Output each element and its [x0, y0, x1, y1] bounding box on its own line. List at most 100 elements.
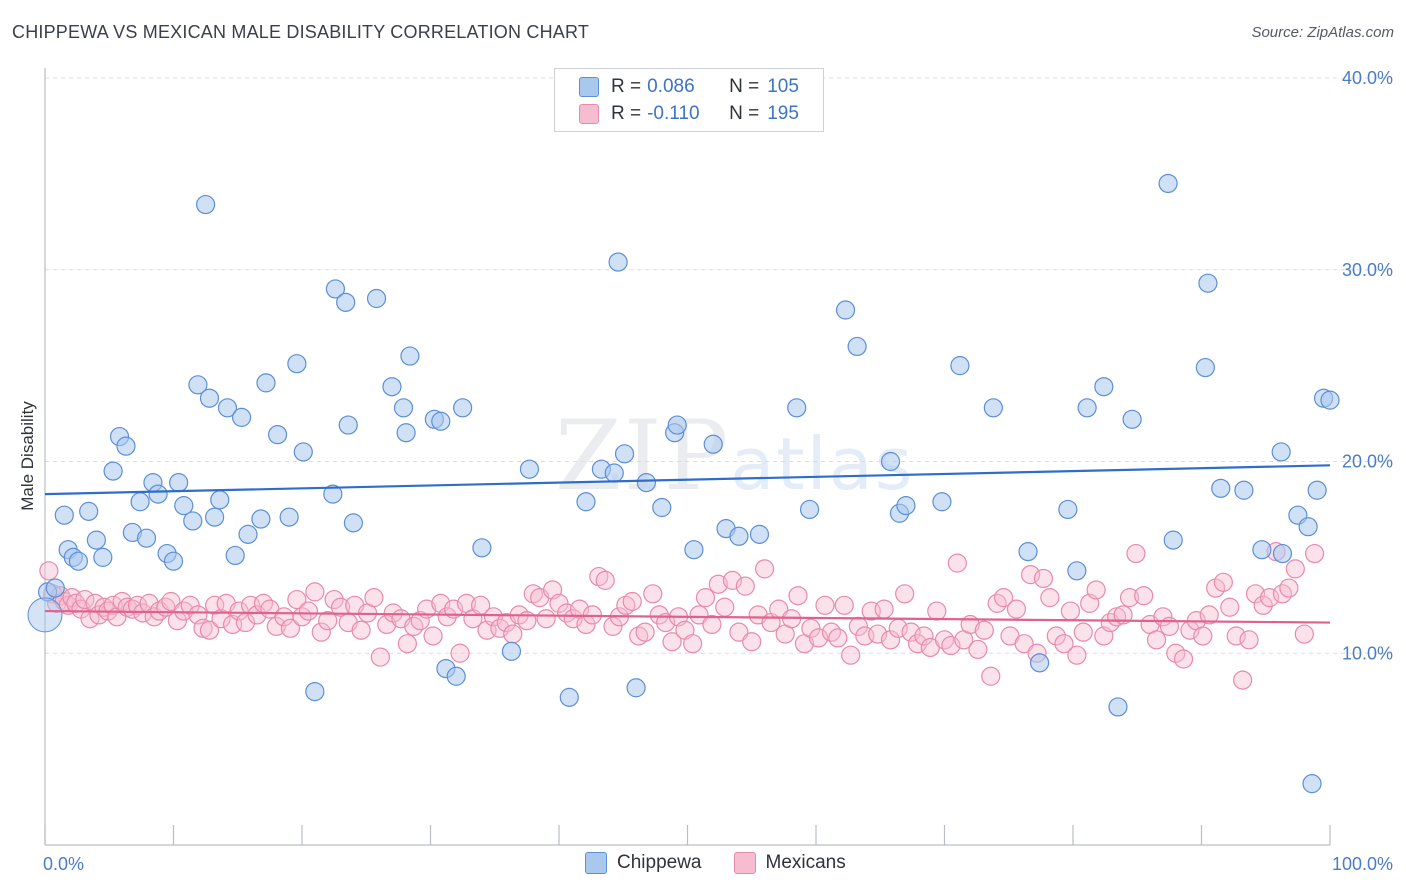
- chippewa-point: [366, 288, 387, 309]
- chippewa-point: [652, 497, 672, 518]
- legend-item-chippewa[interactable]: Chippewa: [585, 852, 702, 874]
- mexicans-point: [161, 591, 181, 612]
- chippewa-point: [950, 356, 970, 376]
- mexicans-point: [914, 626, 934, 646]
- mexicans-point: [180, 595, 200, 615]
- mexicans-point: [735, 576, 755, 596]
- chippewa-point: [626, 678, 646, 698]
- mexicans-point: [788, 586, 808, 606]
- chippewa-point: [267, 425, 288, 445]
- mexicans-point: [287, 589, 307, 610]
- mexicans-point: [947, 553, 967, 573]
- mexicans-point: [622, 591, 642, 612]
- mexicans-point: [1304, 543, 1325, 564]
- chippewa-point: [86, 530, 107, 550]
- mexicans-point: [603, 616, 623, 637]
- mexicans-point: [1233, 670, 1253, 690]
- mexicans-point: [1033, 568, 1054, 589]
- chippewa-point: [79, 501, 99, 521]
- chippewa-legend-swatch: [585, 852, 607, 874]
- mexicans-point: [364, 588, 384, 608]
- chippewa-point: [325, 279, 346, 299]
- r-value: 0.086: [647, 76, 695, 97]
- mexicans-point: [383, 603, 403, 623]
- chart-title: CHIPPEWA VS MEXICAN MALE DISABILITY CORR…: [12, 22, 590, 42]
- mexicans-point: [635, 622, 655, 642]
- chippewa-point: [251, 509, 271, 529]
- chippewa-point: [68, 551, 89, 571]
- chippewa-point: [196, 194, 216, 215]
- chippewa-point: [305, 681, 325, 702]
- chippewa-point: [103, 461, 123, 481]
- mexicans-trend-line: [44, 609, 1331, 624]
- chippewa-point: [210, 490, 230, 510]
- chippewa-point: [559, 687, 579, 707]
- chippewa-point: [163, 551, 184, 571]
- chippewa-point: [453, 398, 473, 418]
- chippewa-point: [1195, 357, 1215, 378]
- mexicans-point: [1020, 565, 1041, 585]
- chippewa-point: [396, 423, 416, 443]
- mexicans-point: [907, 634, 928, 654]
- mexicans-point: [437, 607, 457, 627]
- mexicans-point: [1220, 597, 1240, 617]
- mexicans-point: [1260, 588, 1280, 608]
- mexicans-point: [1119, 588, 1140, 608]
- stats-legend: R = 0.086 N = 105 R = -0.110 N = 195: [554, 68, 824, 132]
- mexicans-point: [1014, 634, 1034, 654]
- chippewa-point: [932, 492, 952, 512]
- chippewa-point: [393, 398, 414, 418]
- r-label: R =: [611, 76, 642, 97]
- mexicans-point: [968, 639, 988, 660]
- mexicans-point: [595, 570, 615, 590]
- chippewa-point: [232, 407, 252, 427]
- chippewa-point: [431, 411, 451, 431]
- mexicans-point: [266, 616, 286, 637]
- chippewa-point: [501, 641, 522, 661]
- chippewa-point: [183, 511, 203, 531]
- mexicans-point: [1173, 649, 1194, 669]
- mexicans-point: [1046, 626, 1066, 646]
- mexicans-point: [815, 595, 835, 615]
- y-tick-label: 40.0%: [1342, 68, 1393, 88]
- series-legend: Chippewa Mexicans: [585, 852, 878, 874]
- mexicans-point: [1113, 605, 1133, 625]
- source-label: Source: ZipAtlas.com: [1251, 24, 1394, 41]
- mexicans-point: [1006, 599, 1027, 619]
- chippewa-point: [338, 415, 358, 435]
- mexicans-point: [1245, 584, 1266, 604]
- mexicans-point: [324, 589, 344, 610]
- mexicans-point: [974, 620, 994, 640]
- n-value: 105: [767, 76, 799, 97]
- chippewa-point: [343, 513, 363, 533]
- mexicans-point: [1073, 622, 1093, 642]
- legend-row-chippewa: R = 0.086 N = 105: [579, 75, 799, 99]
- n-label: N =: [729, 76, 760, 97]
- legend-item-mexicans[interactable]: Mexicans: [733, 852, 846, 874]
- mexicans-point: [1060, 601, 1081, 621]
- r-value: -0.110: [647, 103, 700, 124]
- mexicans-point: [901, 622, 921, 642]
- chippewa-point: [1298, 517, 1318, 537]
- mexicans-point: [370, 647, 390, 667]
- mexicans-point: [695, 588, 716, 608]
- chippewa-point: [1018, 542, 1038, 562]
- mexicans-point: [754, 559, 775, 579]
- mexicans-point: [708, 574, 728, 594]
- mexicans-point: [742, 632, 762, 652]
- chippewa-point: [256, 373, 276, 393]
- chippewa-point: [799, 499, 820, 520]
- n-value: 195: [767, 103, 799, 124]
- mexicans-point: [1067, 645, 1087, 665]
- mexicans-point: [1126, 543, 1146, 564]
- mexicans-point: [305, 582, 325, 602]
- mexicans-point: [1134, 586, 1154, 606]
- mexicans-point: [702, 614, 722, 635]
- chippewa-point: [1158, 173, 1178, 194]
- chippewa-point: [1320, 390, 1340, 410]
- chippewa-point: [293, 442, 313, 462]
- mexicans-point: [927, 601, 947, 621]
- mexicans-point: [729, 622, 749, 642]
- mexicans-point: [351, 620, 371, 640]
- chippewa-point: [174, 496, 194, 516]
